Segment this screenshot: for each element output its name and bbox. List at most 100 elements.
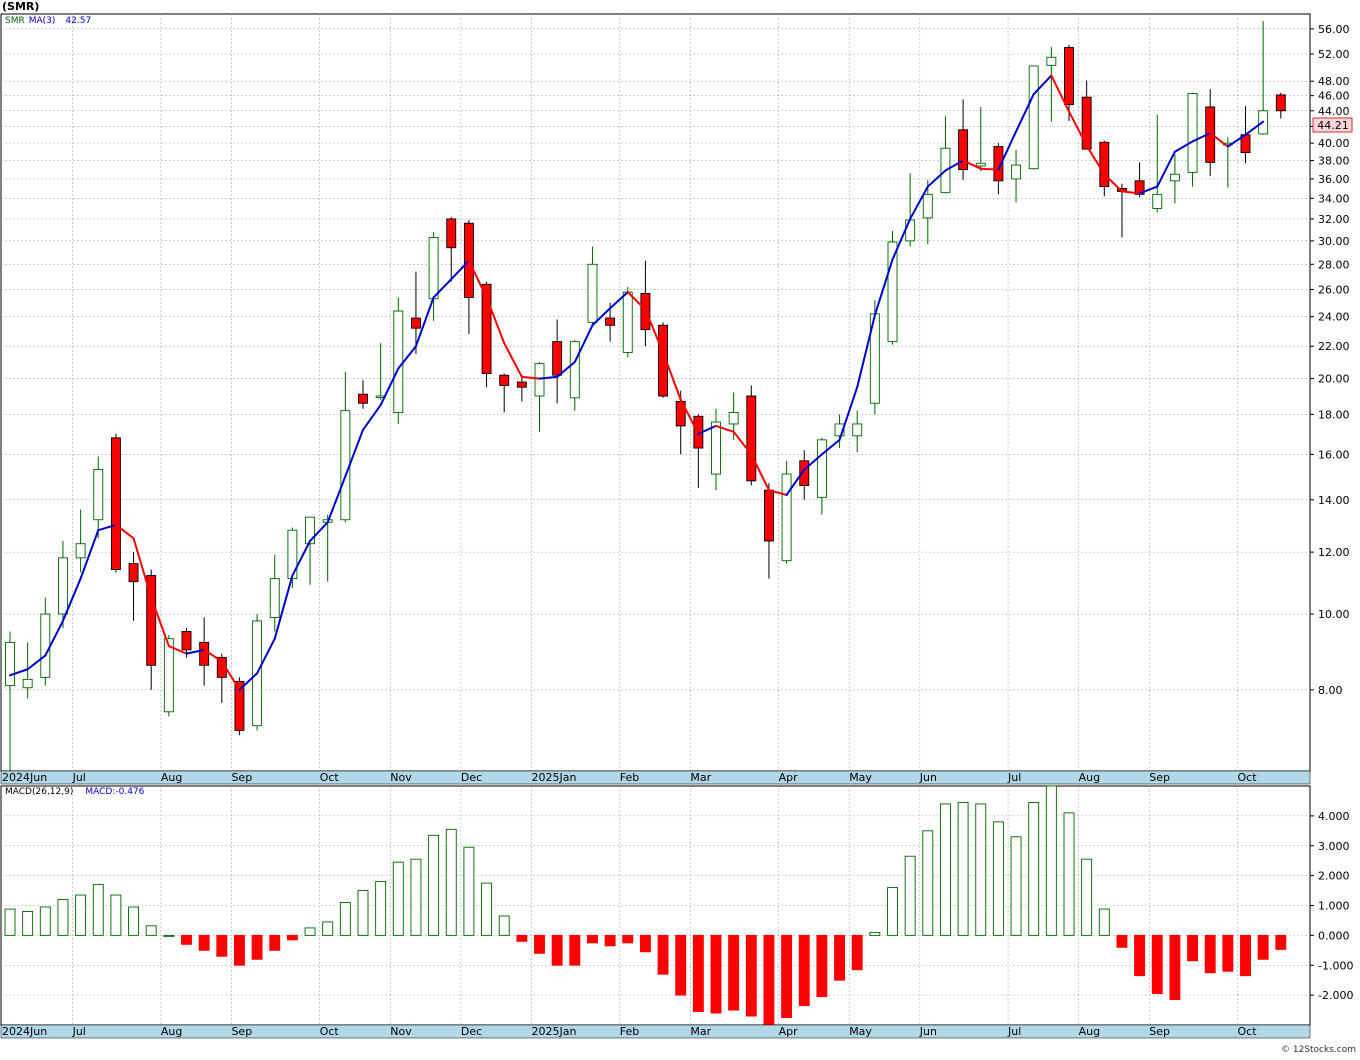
ma-segment	[362, 404, 382, 431]
macd-bar-negative	[251, 934, 263, 960]
ma-segment	[238, 672, 259, 691]
macd-bar-positive	[957, 801, 969, 936]
candle	[569, 340, 580, 411]
macd-bar-negative	[569, 934, 581, 966]
price-x-tick-label: Jun	[919, 771, 937, 784]
ma-segment	[450, 259, 470, 281]
ma-segment	[44, 619, 64, 657]
candle-body-up	[534, 363, 545, 397]
candle-body-up	[22, 678, 33, 689]
candle	[958, 99, 969, 180]
price-y-tick-label: 18.00	[1318, 408, 1350, 421]
ma-segment	[803, 453, 823, 471]
ma-segment	[379, 367, 400, 407]
chart-title: (SMR)	[2, 0, 40, 13]
macd-bar-positive	[1081, 858, 1093, 936]
macd-bar-positive	[110, 894, 122, 936]
ma-segment	[467, 259, 488, 299]
candle-body-down	[499, 374, 510, 386]
ma-segment	[1226, 133, 1247, 148]
macd-bar-negative	[622, 934, 634, 944]
candle-body-up	[1011, 164, 1021, 180]
candle-body-up	[93, 469, 104, 521]
macd-y-tick-label: -2.000	[1318, 989, 1353, 1002]
price-x-tick-label: Apr	[779, 771, 799, 784]
moving-average-line	[9, 74, 1265, 691]
macd-bar-positive	[145, 925, 157, 936]
ma-segment	[503, 342, 523, 378]
candle	[128, 552, 139, 621]
candle-body-up	[1028, 65, 1039, 170]
macd-bar-positive	[392, 861, 404, 936]
candle-body-up	[5, 641, 15, 687]
candle	[146, 569, 157, 690]
macd-bar-negative	[1275, 934, 1287, 950]
ma-segment	[1244, 120, 1265, 136]
macd-bar-positive	[869, 931, 881, 936]
ma-segment	[397, 345, 417, 370]
ma-segment	[485, 296, 506, 345]
candle-body-up	[728, 412, 739, 425]
macd-x-tick-label: 2025Jan	[532, 1025, 577, 1038]
price-x-tick-label: 2025Jan	[532, 771, 577, 784]
candle-body-up	[428, 237, 439, 300]
candle-body-down	[234, 681, 245, 731]
candle	[1011, 149, 1021, 203]
macd-bar-positive	[1010, 836, 1022, 936]
macd-bar-negative	[639, 934, 651, 953]
ma-segment	[185, 648, 206, 655]
candle	[1169, 154, 1180, 204]
macd-bar-negative	[233, 934, 245, 966]
candle	[1046, 46, 1057, 122]
price-x-axis-bar	[0, 770, 1311, 785]
candle-body-up	[834, 423, 845, 437]
ma-segment	[820, 438, 841, 456]
macd-x-tick-label: Oct	[320, 1025, 340, 1038]
macd-bar-negative	[198, 934, 210, 951]
price-y-tick-label: 46.00	[1318, 90, 1350, 103]
price-y-tick-label: 22.00	[1318, 340, 1350, 353]
macd-x-tick-label: Jul	[1007, 1025, 1021, 1038]
candle	[852, 410, 863, 453]
ma-segment	[61, 577, 82, 622]
ma-segment	[220, 660, 241, 691]
ma-segment	[979, 167, 1000, 171]
macd-bar-negative	[1187, 934, 1199, 962]
macd-y-tick-label: 3.000	[1318, 840, 1350, 853]
legend-ma-label: MA(3)	[28, 16, 56, 26]
macd-bar-positive	[1045, 785, 1057, 936]
macd-bar-positive	[339, 902, 351, 936]
price-y-tick-label: 56.00	[1318, 23, 1350, 36]
ma-segment	[662, 351, 682, 401]
ma-segment	[697, 424, 717, 435]
macd-bar-negative	[269, 934, 281, 951]
ma-segment	[26, 654, 47, 671]
candle-body-down	[446, 218, 457, 249]
legend-macd-params: MACD(26,12,9)	[5, 787, 74, 797]
ma-segment	[556, 361, 576, 378]
candle	[1099, 140, 1110, 197]
candle	[1187, 92, 1198, 187]
ma-segment	[432, 278, 453, 299]
ma-segment	[1032, 74, 1053, 96]
macd-bar-positive	[322, 921, 334, 936]
ma-segment	[891, 217, 912, 261]
macd-bar-positive	[75, 894, 87, 936]
legend-macd-value: MACD:-0.476	[85, 787, 145, 797]
macd-bar-negative	[851, 934, 863, 971]
macd-legend: MACD(26,12,9) MACD:-0.476	[5, 787, 148, 797]
macd-bar-negative	[1151, 934, 1163, 995]
ma-segment	[962, 159, 982, 170]
price-x-tick-label: Aug	[161, 771, 182, 784]
price-y-tick-label: 36.00	[1318, 173, 1350, 186]
macd-x-tick-label: Jul	[72, 1025, 86, 1038]
candle-body-down	[658, 324, 668, 397]
candle-body-up	[905, 219, 916, 242]
ma-segment	[1085, 144, 1106, 176]
candle	[781, 460, 792, 564]
candle-body-down	[1275, 94, 1286, 112]
macd-bar-negative	[675, 934, 687, 996]
candle	[816, 437, 827, 515]
macd-bar-negative	[781, 934, 793, 1018]
price-panel-frame	[0, 13, 1311, 772]
